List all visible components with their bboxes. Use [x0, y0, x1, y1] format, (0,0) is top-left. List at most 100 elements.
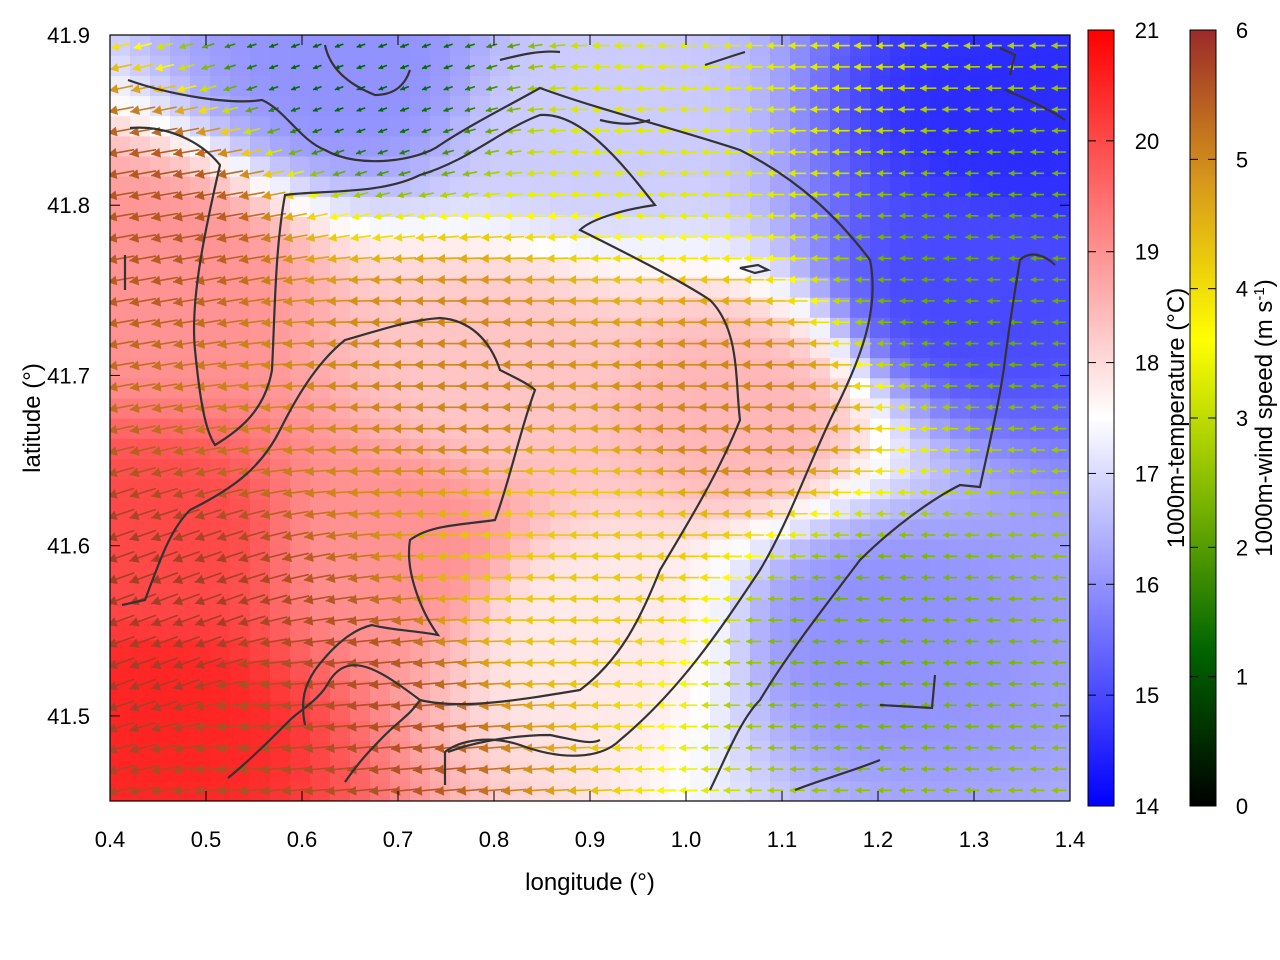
heatmap-cell	[290, 236, 311, 258]
wind-arrow	[610, 317, 635, 328]
wind-arrow	[368, 700, 397, 711]
heatmap-cell	[410, 176, 431, 197]
heatmap-cell	[630, 680, 651, 701]
wind-arrow	[809, 509, 829, 518]
wind-arrow	[943, 276, 957, 283]
heatmap-cell	[1030, 75, 1051, 97]
wind-arrow	[548, 105, 566, 114]
heatmap-cell	[330, 135, 351, 157]
wind-arrow	[217, 445, 243, 456]
heatmap-cell	[490, 115, 511, 137]
heatmap-cell	[810, 236, 831, 258]
heatmap-cell	[990, 760, 1011, 782]
heatmap-cell	[970, 720, 991, 742]
wind-arrow	[195, 318, 222, 328]
wind-arrow	[369, 785, 397, 796]
heatmap-cell	[510, 700, 531, 721]
wind-arrow	[633, 637, 656, 646]
wind-arrow	[964, 680, 979, 688]
heatmap-cell	[950, 357, 971, 379]
wind-arrow	[786, 509, 808, 519]
heatmap-cell	[510, 740, 531, 762]
wind-arrow	[194, 743, 222, 754]
heatmap-cell	[950, 155, 971, 177]
wind-arrow	[421, 107, 432, 112]
wind-arrow	[479, 381, 505, 392]
wind-arrow	[1052, 255, 1066, 262]
wind-arrow	[524, 594, 547, 604]
heatmap-cell	[750, 438, 771, 459]
wind-arrow	[943, 340, 957, 347]
wind-arrow	[943, 170, 957, 177]
wind-arrow	[568, 254, 590, 263]
wind-arrow	[633, 530, 656, 540]
heatmap-cell	[930, 538, 951, 560]
heatmap-cell	[630, 95, 651, 117]
heatmap-cell	[750, 135, 771, 157]
wind-arrow	[874, 445, 896, 455]
wind-arrow	[899, 276, 914, 283]
wind-arrow	[129, 318, 156, 328]
heatmap-cell	[1050, 478, 1070, 500]
heatmap-cell	[310, 297, 331, 318]
heatmap-cell	[250, 55, 271, 76]
heatmap-cell	[490, 397, 511, 419]
heatmap-cell	[210, 176, 231, 197]
wind-arrow	[238, 551, 266, 563]
heatmap-cell	[270, 357, 291, 379]
heatmap-cell	[370, 236, 391, 258]
wind-arrow	[568, 658, 590, 668]
wind-arrow	[1030, 297, 1044, 305]
wind-arrow	[546, 573, 569, 583]
wind-arrow	[744, 105, 763, 114]
heatmap-cell	[970, 579, 991, 601]
wind-arrow	[745, 616, 762, 624]
wind-arrow	[348, 317, 374, 328]
heatmap-cell	[310, 579, 331, 601]
wind-arrow	[1008, 382, 1023, 390]
wind-arrow	[502, 253, 526, 264]
heatmap-cell	[1050, 760, 1070, 782]
wind-arrow	[876, 84, 894, 92]
heatmap-cell	[170, 538, 191, 560]
heatmap-cell	[430, 236, 451, 258]
heatmap-cell	[510, 659, 531, 681]
heatmap-cell	[750, 276, 771, 298]
heatmap-cell	[290, 357, 311, 379]
heatmap-cell	[890, 599, 911, 621]
wind-arrow	[635, 126, 654, 135]
heatmap-cell	[490, 740, 511, 762]
wind-arrow	[334, 43, 344, 48]
wind-arrow	[656, 786, 677, 795]
wind-arrow	[326, 509, 352, 520]
heatmap-cell	[730, 659, 751, 681]
heatmap-cell	[890, 216, 911, 238]
wind-arrow	[151, 339, 178, 350]
wind-arrow	[768, 616, 783, 624]
wind-arrow	[1008, 638, 1023, 645]
wind-arrow	[589, 785, 613, 795]
wind-arrow	[545, 445, 569, 455]
heatmap-cell	[610, 478, 631, 500]
heatmap-cell	[470, 397, 491, 419]
wind-arrow	[110, 657, 135, 670]
heatmap-cell	[750, 680, 771, 701]
wind-arrow	[523, 275, 548, 285]
wind-arrow	[524, 466, 547, 476]
wind-arrow	[173, 381, 200, 392]
wind-arrow	[899, 744, 914, 752]
heatmap-cell	[530, 196, 551, 218]
wind-arrow	[613, 41, 632, 50]
wind-arrow	[303, 637, 332, 647]
wind-arrow	[612, 254, 634, 263]
heatmap-cell	[770, 276, 791, 298]
wind-arrow	[151, 169, 179, 179]
wind-arrow	[392, 402, 418, 413]
wind-arrow	[1030, 382, 1045, 390]
wind-arrow	[719, 487, 744, 498]
heatmap-cell	[870, 760, 891, 782]
wind-arrow	[172, 487, 200, 499]
wind-arrow	[334, 85, 344, 91]
heatmap-cell	[930, 438, 951, 459]
heatmap-cell	[270, 35, 291, 56]
